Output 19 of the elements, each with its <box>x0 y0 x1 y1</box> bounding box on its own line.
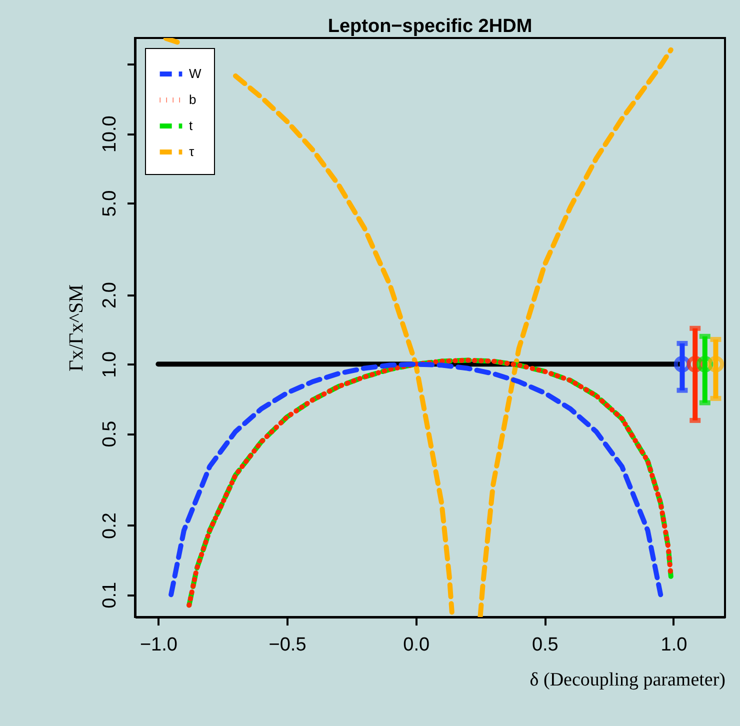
y-tick-label: 0.5 <box>100 420 120 448</box>
legend-label: W <box>189 66 202 81</box>
y-axis-title: Γx/Γx^SM <box>66 284 88 372</box>
x-tick-label: −1.0 <box>140 634 178 656</box>
y-tick-label: 0.2 <box>100 512 120 539</box>
y-tick-label: 2.0 <box>100 282 120 308</box>
y-tick-label: 1.0 <box>100 351 120 378</box>
legend-label: b <box>189 92 196 107</box>
legend-label: t <box>189 118 193 133</box>
x-tick-label: 0.0 <box>403 634 430 656</box>
x-tick-label: 1.0 <box>660 634 688 656</box>
x-tick-label: 0.5 <box>532 634 558 656</box>
x-axis-title: δ (Decoupling parameter) <box>530 670 726 690</box>
y-tick-label: 5.0 <box>100 190 120 217</box>
y-tick-label: 0.1 <box>100 582 120 608</box>
legend-label: τ <box>189 144 195 159</box>
chart-title: Lepton−specific 2HDM <box>328 16 532 37</box>
x-tick-label: −0.5 <box>268 634 306 656</box>
y-tick-label: 10.0 <box>100 116 120 153</box>
